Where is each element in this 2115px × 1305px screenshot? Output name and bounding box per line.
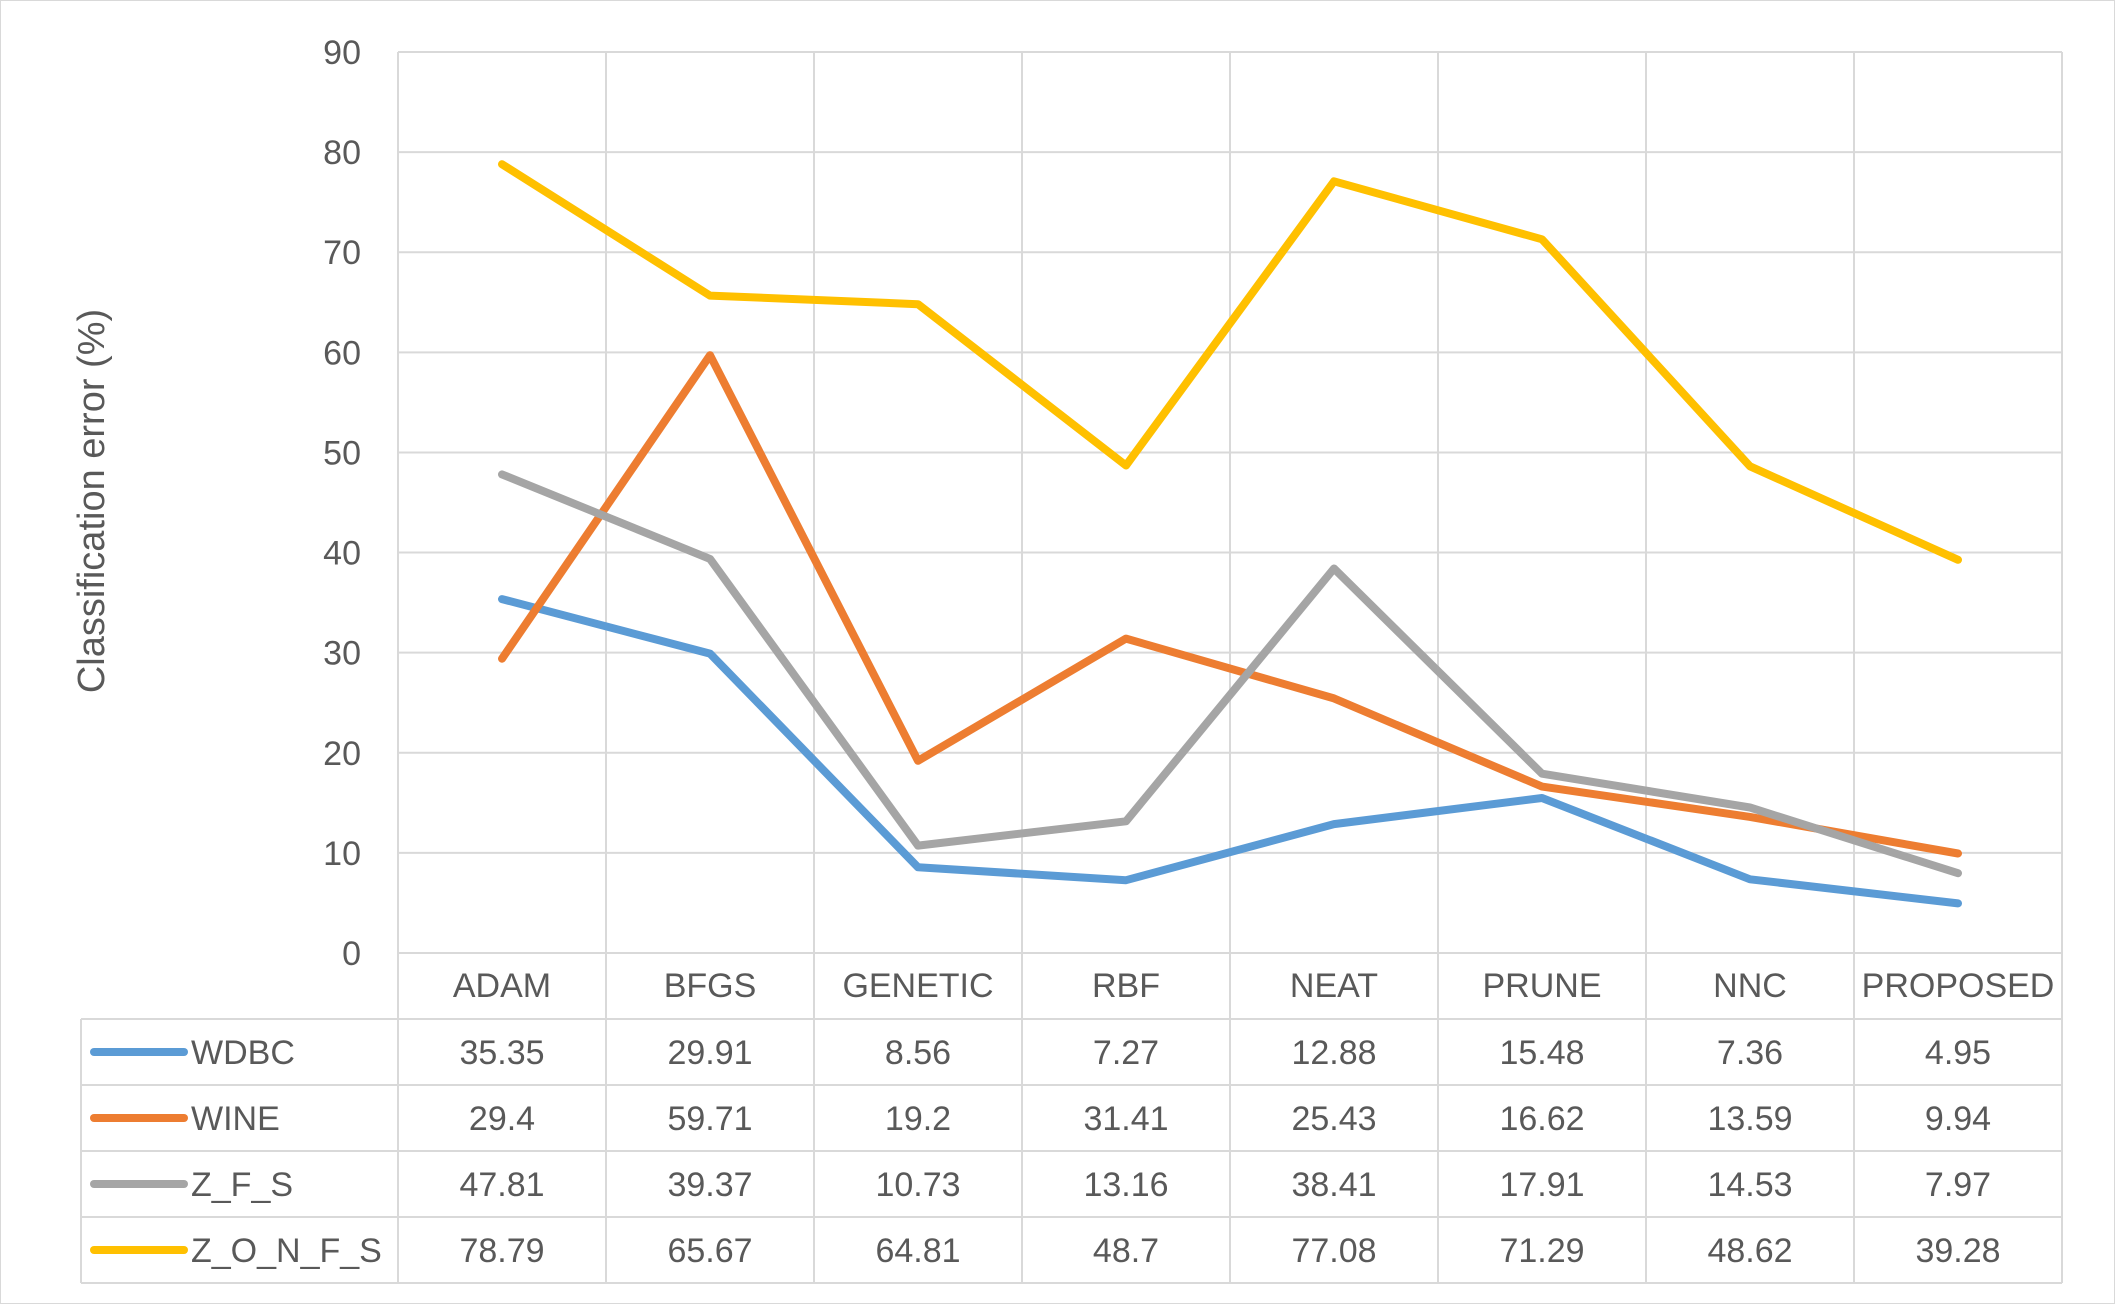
- y-tick-label-20: 20: [323, 735, 361, 773]
- y-tick-label-80: 80: [323, 134, 361, 172]
- table-cell-value: 8.56: [885, 1034, 951, 1072]
- series-name-label: Z_O_N_F_S: [191, 1232, 382, 1270]
- category-label: PRUNE: [1482, 967, 1601, 1005]
- category-label: BFGS: [664, 967, 757, 1005]
- gridlines: [397, 51, 2063, 1283]
- table-cell-value: 48.62: [1707, 1232, 1792, 1270]
- table-cell-value: 4.95: [1925, 1034, 1991, 1072]
- table-cell-value: 25.43: [1291, 1100, 1376, 1138]
- series-lines: [498, 160, 1962, 908]
- table-cell-value: 12.88: [1291, 1034, 1376, 1072]
- table-cell-value: 29.4: [469, 1100, 535, 1138]
- series-line-wine: [498, 351, 1962, 858]
- y-tick-label-60: 60: [323, 334, 361, 372]
- table-cell-value: 10.73: [875, 1166, 960, 1204]
- table-cell-value: 39.28: [1915, 1232, 2000, 1270]
- table-cell-value: 59.71: [667, 1100, 752, 1138]
- y-axis-title: Classification error (%): [71, 309, 113, 693]
- table-cell-value: 77.08: [1291, 1232, 1376, 1270]
- y-tick-label-50: 50: [323, 434, 361, 472]
- category-label: ADAM: [453, 967, 551, 1005]
- y-tick-label-90: 90: [323, 34, 361, 72]
- y-tick-label-0: 0: [342, 935, 361, 973]
- series-name-label: WDBC: [191, 1034, 295, 1072]
- table-cell-value: 9.94: [1925, 1100, 1991, 1138]
- table-cell-value: 17.91: [1499, 1166, 1584, 1204]
- table-cell-value: 7.27: [1093, 1034, 1159, 1072]
- series-line-wdbc: [498, 595, 1962, 908]
- table-cell-value: 48.7: [1093, 1232, 1159, 1270]
- series-line-z-f-s: [498, 470, 1962, 878]
- table-cell-value: 14.53: [1707, 1166, 1792, 1204]
- table-cell-value: 7.36: [1717, 1034, 1783, 1072]
- y-tick-label-70: 70: [323, 234, 361, 272]
- table-cell-value: 13.16: [1083, 1166, 1168, 1204]
- table-cell-value: 65.67: [667, 1232, 752, 1270]
- y-axis-tick-labels: 0 10 20 30 40 50 60 70 80 90: [323, 34, 361, 973]
- table-cell-value: 7.97: [1925, 1166, 1991, 1204]
- table-cell-value: 78.79: [459, 1232, 544, 1270]
- series-name-label: WINE: [191, 1100, 280, 1138]
- table-cell-value: 31.41: [1083, 1100, 1168, 1138]
- series-name-label: Z_F_S: [191, 1166, 293, 1204]
- data-table: ADAM BFGS GENETIC RBF NEAT PRUNE NNC PROPOSED WD…: [80, 967, 2062, 1284]
- table-cell-value: 71.29: [1499, 1232, 1584, 1270]
- table-cell-value: 15.48: [1499, 1034, 1584, 1072]
- category-label: GENETIC: [842, 967, 993, 1005]
- category-label: NNC: [1713, 967, 1787, 1005]
- table-cell-value: 39.37: [667, 1166, 752, 1204]
- table-cell-value: 35.35: [459, 1034, 544, 1072]
- series-line-z-o-n-f-s: [498, 160, 1962, 564]
- y-tick-label-10: 10: [323, 835, 361, 873]
- y-tick-label-30: 30: [323, 635, 361, 673]
- category-label: RBF: [1092, 967, 1160, 1005]
- table-cell-value: 47.81: [459, 1166, 544, 1204]
- table-cell-value: 19.2: [885, 1100, 951, 1138]
- category-label: NEAT: [1290, 967, 1378, 1005]
- category-label: PROPOSED: [1862, 967, 2055, 1005]
- table-cell-value: 13.59: [1707, 1100, 1792, 1138]
- table-cell-value: 64.81: [875, 1232, 960, 1270]
- table-cell-value: 16.62: [1499, 1100, 1584, 1138]
- table-cell-value: 38.41: [1291, 1166, 1376, 1204]
- table-cell-value: 29.91: [667, 1034, 752, 1072]
- y-tick-label-40: 40: [323, 535, 361, 573]
